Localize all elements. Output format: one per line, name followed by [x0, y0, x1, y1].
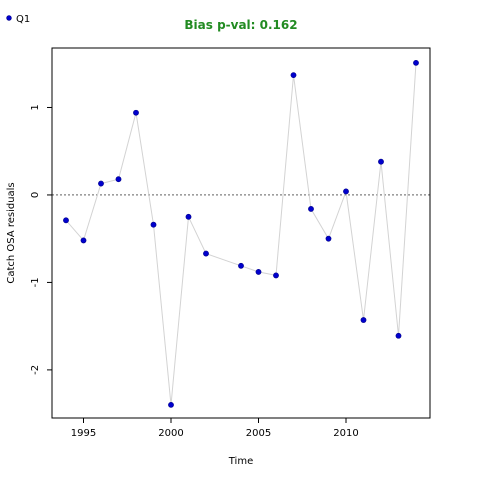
- data-point: [360, 317, 367, 323]
- data-point: [413, 59, 419, 66]
- series-connector-line: [65, 62, 417, 405]
- data-point: [290, 72, 297, 79]
- data-point: [168, 401, 174, 408]
- x-tick-label: 1995: [71, 428, 96, 439]
- y-tick-label: -2: [30, 365, 41, 375]
- data-point: [98, 180, 104, 187]
- x-tick-label: 2000: [158, 428, 183, 439]
- y-axis-title: Catch OSA residuals: [6, 182, 17, 283]
- legend: Q1: [6, 14, 30, 25]
- data-point: [255, 269, 262, 275]
- data-point: [115, 176, 122, 183]
- x-tick-label: 2005: [246, 428, 271, 439]
- legend-marker-q1: [6, 15, 12, 21]
- data-point: [185, 213, 192, 220]
- data-point: [395, 332, 402, 339]
- y-tick-label: 1: [30, 104, 41, 110]
- data-points: [63, 59, 419, 408]
- data-point: [343, 188, 349, 195]
- y-tick-label: -1: [30, 277, 41, 287]
- data-point: [308, 206, 314, 212]
- plot-frame: [51, 47, 431, 419]
- x-axis: 1995 2000 2005 2010: [71, 418, 359, 439]
- chart-title: Bias p-val: 0.162: [184, 18, 297, 32]
- x-tick-label: 2010: [333, 428, 358, 439]
- data-point: [150, 221, 157, 228]
- y-tick-label: 0: [30, 192, 41, 198]
- data-point: [325, 235, 332, 242]
- y-axis: -2 -1 0 1: [30, 104, 52, 375]
- data-point: [133, 109, 139, 116]
- data-point: [80, 237, 87, 244]
- data-point: [238, 262, 244, 269]
- data-point: [273, 272, 279, 279]
- legend-label-q1: Q1: [16, 14, 30, 25]
- data-point: [63, 217, 69, 224]
- data-point: [203, 250, 209, 257]
- data-point: [378, 158, 384, 165]
- x-axis-title: Time: [228, 456, 253, 467]
